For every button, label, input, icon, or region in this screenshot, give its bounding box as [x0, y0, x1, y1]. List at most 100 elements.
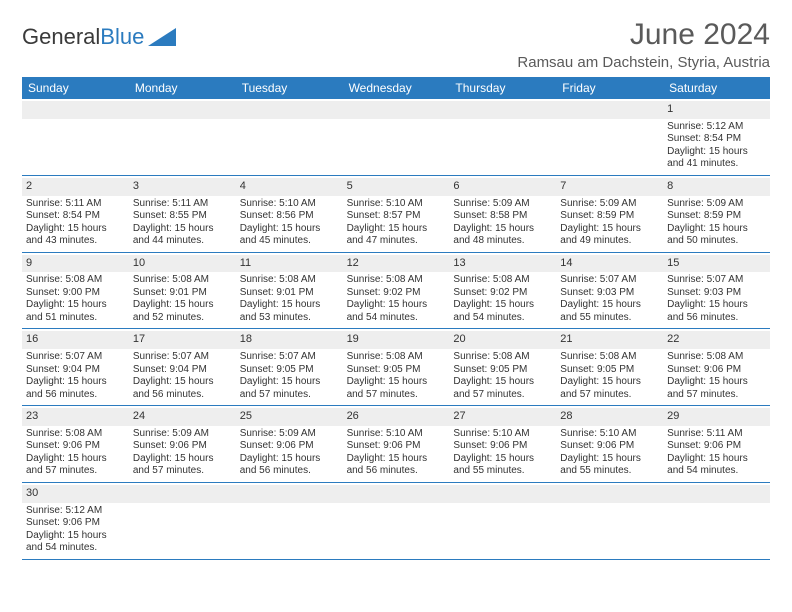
sunrise-text: Sunrise: 5:07 AM — [133, 351, 232, 364]
day-number: 3 — [129, 178, 236, 196]
daylight-text: Daylight: 15 hours and 43 minutes. — [26, 223, 125, 248]
daylight-text: Daylight: 15 hours and 57 minutes. — [133, 453, 232, 478]
day-number: 6 — [449, 178, 556, 196]
sunset-text: Sunset: 9:06 PM — [667, 364, 766, 377]
dow-cell: Saturday — [663, 77, 770, 99]
sunrise-text: Sunrise: 5:07 AM — [240, 351, 339, 364]
sunrise-text: Sunrise: 5:12 AM — [26, 505, 125, 518]
dow-cell: Friday — [556, 77, 663, 99]
daylight-text: Daylight: 15 hours and 44 minutes. — [133, 223, 232, 248]
sunset-text: Sunset: 8:54 PM — [667, 133, 766, 146]
day-cell: 5Sunrise: 5:10 AMSunset: 8:57 PMDaylight… — [343, 176, 450, 252]
day-cell: 14Sunrise: 5:07 AMSunset: 9:03 PMDayligh… — [556, 253, 663, 329]
day-cell — [343, 99, 450, 175]
day-number — [449, 485, 556, 503]
logo: GeneralBlue — [22, 24, 176, 50]
day-number: 8 — [663, 178, 770, 196]
day-cell: 27Sunrise: 5:10 AMSunset: 9:06 PMDayligh… — [449, 406, 556, 482]
day-cell: 17Sunrise: 5:07 AMSunset: 9:04 PMDayligh… — [129, 329, 236, 405]
sunset-text: Sunset: 9:03 PM — [560, 287, 659, 300]
day-number — [22, 101, 129, 119]
sunset-text: Sunset: 8:59 PM — [560, 210, 659, 223]
week-row: 2Sunrise: 5:11 AMSunset: 8:54 PMDaylight… — [22, 176, 770, 253]
sunset-text: Sunset: 8:59 PM — [667, 210, 766, 223]
sunset-text: Sunset: 9:06 PM — [26, 440, 125, 453]
sunrise-text: Sunrise: 5:08 AM — [347, 274, 446, 287]
sunset-text: Sunset: 9:05 PM — [453, 364, 552, 377]
daylight-text: Daylight: 15 hours and 57 minutes. — [560, 376, 659, 401]
day-number — [449, 101, 556, 119]
dow-cell: Tuesday — [236, 77, 343, 99]
day-number: 17 — [129, 331, 236, 349]
sunset-text: Sunset: 8:58 PM — [453, 210, 552, 223]
day-cell: 7Sunrise: 5:09 AMSunset: 8:59 PMDaylight… — [556, 176, 663, 252]
week-row: 23Sunrise: 5:08 AMSunset: 9:06 PMDayligh… — [22, 406, 770, 483]
sunset-text: Sunset: 9:06 PM — [667, 440, 766, 453]
daylight-text: Daylight: 15 hours and 45 minutes. — [240, 223, 339, 248]
day-cell — [22, 99, 129, 175]
day-number: 15 — [663, 255, 770, 273]
daylight-text: Daylight: 15 hours and 57 minutes. — [453, 376, 552, 401]
sunrise-text: Sunrise: 5:11 AM — [26, 198, 125, 211]
sunrise-text: Sunrise: 5:09 AM — [133, 428, 232, 441]
sunset-text: Sunset: 8:56 PM — [240, 210, 339, 223]
sunrise-text: Sunrise: 5:08 AM — [26, 274, 125, 287]
day-cell: 29Sunrise: 5:11 AMSunset: 9:06 PMDayligh… — [663, 406, 770, 482]
day-cell: 16Sunrise: 5:07 AMSunset: 9:04 PMDayligh… — [22, 329, 129, 405]
day-number — [343, 485, 450, 503]
location: Ramsau am Dachstein, Styria, Austria — [517, 54, 770, 71]
title-block: June 2024 Ramsau am Dachstein, Styria, A… — [517, 18, 770, 71]
sunset-text: Sunset: 8:57 PM — [347, 210, 446, 223]
daylight-text: Daylight: 15 hours and 55 minutes. — [453, 453, 552, 478]
sunrise-text: Sunrise: 5:12 AM — [667, 121, 766, 134]
day-number: 29 — [663, 408, 770, 426]
day-number: 20 — [449, 331, 556, 349]
day-number: 24 — [129, 408, 236, 426]
day-cell: 23Sunrise: 5:08 AMSunset: 9:06 PMDayligh… — [22, 406, 129, 482]
daylight-text: Daylight: 15 hours and 54 minutes. — [26, 530, 125, 555]
day-number: 7 — [556, 178, 663, 196]
day-cell: 19Sunrise: 5:08 AMSunset: 9:05 PMDayligh… — [343, 329, 450, 405]
day-cell: 21Sunrise: 5:08 AMSunset: 9:05 PMDayligh… — [556, 329, 663, 405]
sunset-text: Sunset: 9:01 PM — [133, 287, 232, 300]
daylight-text: Daylight: 15 hours and 53 minutes. — [240, 299, 339, 324]
sunrise-text: Sunrise: 5:11 AM — [133, 198, 232, 211]
day-number: 14 — [556, 255, 663, 273]
day-number: 25 — [236, 408, 343, 426]
daylight-text: Daylight: 15 hours and 57 minutes. — [667, 376, 766, 401]
dow-cell: Thursday — [449, 77, 556, 99]
day-number: 13 — [449, 255, 556, 273]
sunset-text: Sunset: 9:06 PM — [26, 517, 125, 530]
logo-triangle-icon — [148, 28, 176, 46]
sunset-text: Sunset: 8:54 PM — [26, 210, 125, 223]
sunrise-text: Sunrise: 5:07 AM — [667, 274, 766, 287]
day-number: 30 — [22, 485, 129, 503]
sunrise-text: Sunrise: 5:08 AM — [453, 351, 552, 364]
day-number — [556, 101, 663, 119]
sunset-text: Sunset: 9:02 PM — [453, 287, 552, 300]
sunrise-text: Sunrise: 5:10 AM — [347, 428, 446, 441]
sunrise-text: Sunrise: 5:08 AM — [347, 351, 446, 364]
logo-text-a: General — [22, 24, 100, 50]
day-number: 12 — [343, 255, 450, 273]
week-row: 30 Sunrise: 5:12 AMSunset: 9:06 PMDayligh… — [22, 483, 770, 560]
day-number: 27 — [449, 408, 556, 426]
day-cell: 15Sunrise: 5:07 AMSunset: 9:03 PMDayligh… — [663, 253, 770, 329]
sunrise-text: Sunrise: 5:10 AM — [240, 198, 339, 211]
sunset-text: Sunset: 9:01 PM — [240, 287, 339, 300]
day-number: 2 — [22, 178, 129, 196]
daylight-text: Daylight: 15 hours and 54 minutes. — [667, 453, 766, 478]
day-number — [556, 485, 663, 503]
logo-text-b: Blue — [100, 24, 144, 50]
day-number: 26 — [343, 408, 450, 426]
day-cell: 4Sunrise: 5:10 AMSunset: 8:56 PMDaylight… — [236, 176, 343, 252]
day-cell — [343, 483, 450, 559]
daylight-text: Daylight: 15 hours and 47 minutes. — [347, 223, 446, 248]
day-cell — [129, 99, 236, 175]
day-number: 10 — [129, 255, 236, 273]
day-cell: 8Sunrise: 5:09 AMSunset: 8:59 PMDaylight… — [663, 176, 770, 252]
day-cell: 13Sunrise: 5:08 AMSunset: 9:02 PMDayligh… — [449, 253, 556, 329]
sunset-text: Sunset: 9:06 PM — [133, 440, 232, 453]
sunset-text: Sunset: 9:05 PM — [347, 364, 446, 377]
dow-row: SundayMondayTuesdayWednesdayThursdayFrid… — [22, 77, 770, 99]
